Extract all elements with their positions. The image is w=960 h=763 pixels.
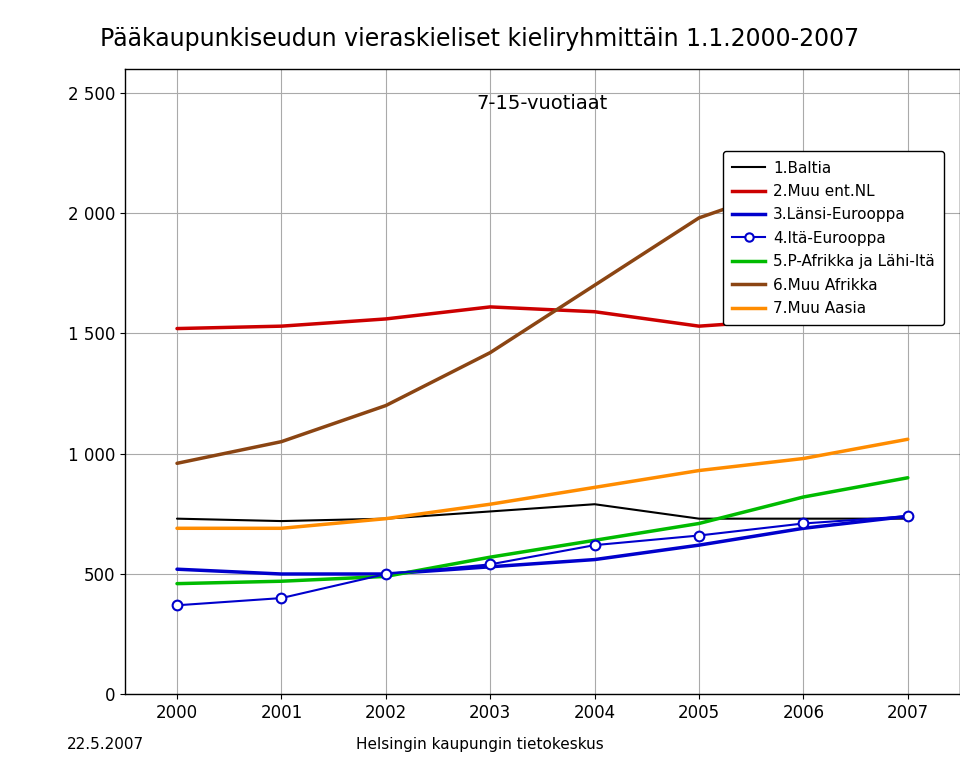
Text: 22.5.2007: 22.5.2007	[67, 736, 144, 752]
Text: Pääkaupunkiseudun vieraskieliset kieliryhmittäin 1.1.2000-2007: Pääkaupunkiseudun vieraskieliset kieliry…	[101, 27, 859, 50]
Text: Helsingin kaupungin tietokeskus: Helsingin kaupungin tietokeskus	[356, 736, 604, 752]
Legend: 1.Baltia, 2.Muu ent.NL, 3.Länsi-Eurooppa, 4.Itä-Eurooppa, 5.P-Afrikka ja Lähi-It: 1.Baltia, 2.Muu ent.NL, 3.Länsi-Eurooppa…	[723, 151, 944, 325]
Text: 7-15-vuotiaat: 7-15-vuotiaat	[477, 94, 608, 113]
